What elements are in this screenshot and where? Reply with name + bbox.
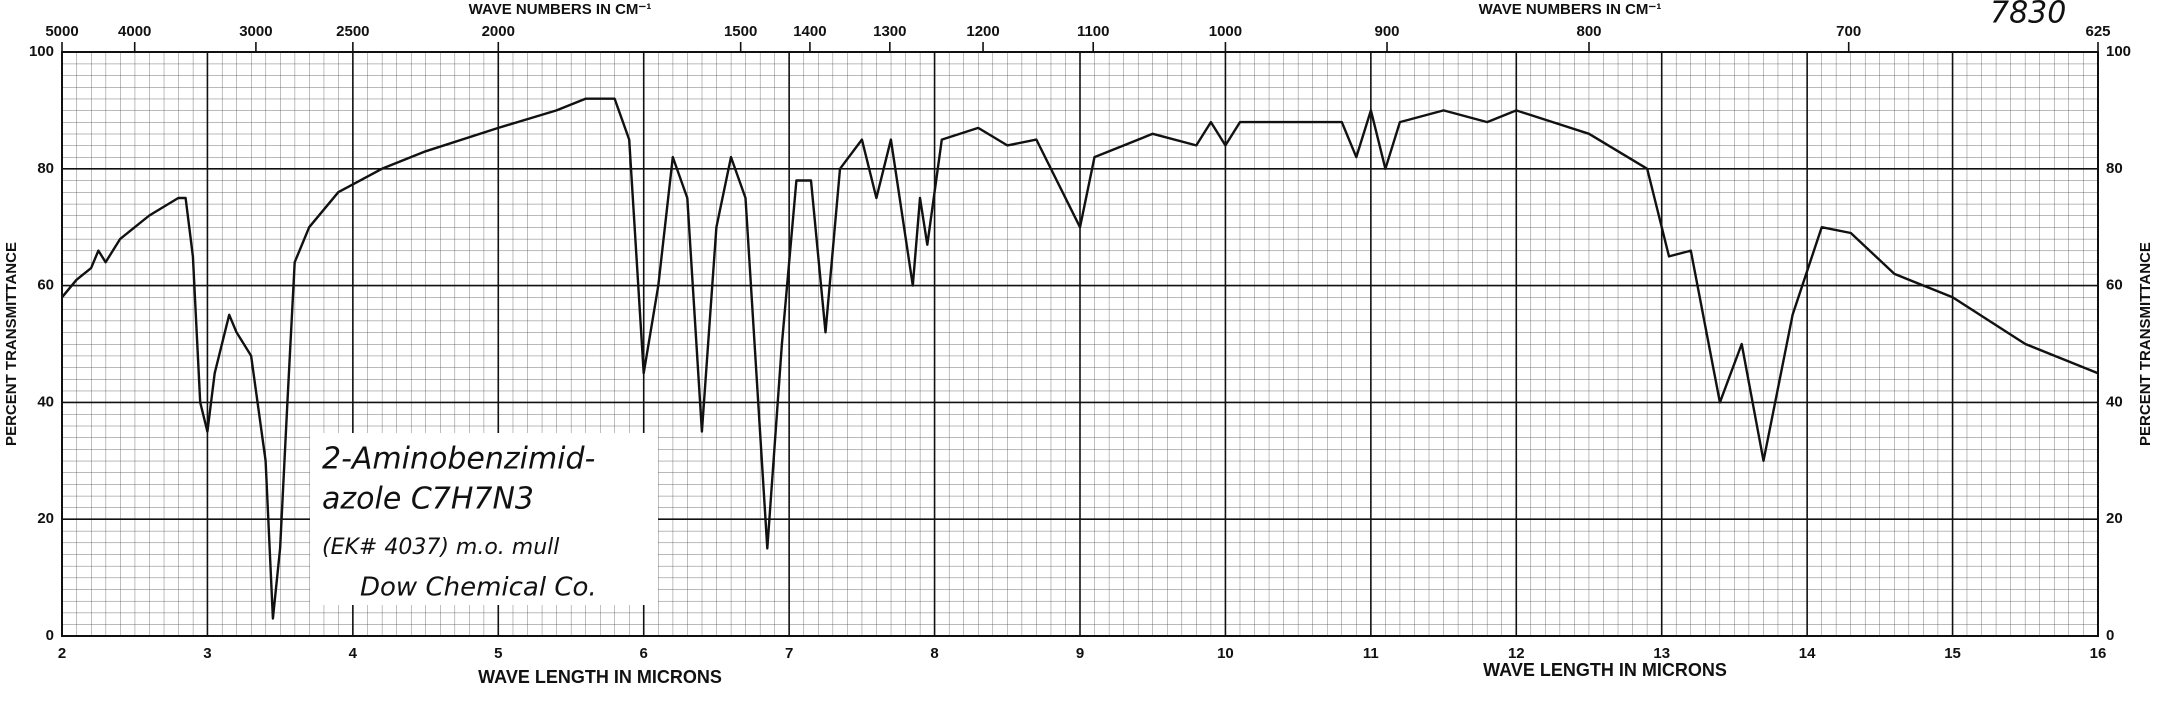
annotation: (EK# 4037) m.o. mull (322, 535, 559, 560)
y2-tick-label: 40 (2106, 393, 2123, 410)
x-tick-label: 12 (1508, 645, 1525, 662)
x2-tick-label: 1500 (724, 23, 757, 40)
x-tick-label: 15 (1944, 645, 1961, 662)
x-tick-label: 6 (640, 645, 648, 662)
x-tick-label: 11 (1363, 645, 1379, 662)
x-tick-label: 13 (1653, 645, 1670, 662)
annotation: azole C7H7N3 (322, 482, 534, 517)
y-tick-label: 40 (37, 393, 54, 410)
x2-axis-title: WAVE NUMBERS IN CM⁻¹ (469, 1, 652, 18)
x2-tick-label: 1400 (793, 23, 826, 40)
annotation: Dow Chemical Co. (360, 573, 597, 603)
x-axis-title: WAVE LENGTH IN MICRONS (478, 667, 722, 687)
y-axis-title: PERCENT TRANSMITTANCE (2137, 242, 2154, 446)
annotation: 2-Aminobenzimid- (322, 442, 595, 477)
x2-tick-label: 900 (1375, 23, 1400, 40)
x2-tick-label: 1300 (873, 23, 906, 40)
x2-tick-label: 2500 (336, 23, 369, 40)
x2-tick-label: 700 (1836, 23, 1861, 40)
y2-tick-label: 20 (2106, 510, 2123, 527)
y-tick-label: 80 (37, 160, 54, 177)
spectrum-line (61, 97, 2099, 620)
x2-tick-label: 625 (2085, 23, 2110, 40)
y-tick-label: 100 (29, 43, 54, 60)
x-tick-label: 7 (785, 645, 793, 662)
x2-tick-label: 3000 (239, 23, 272, 40)
y2-tick-label: 60 (2106, 277, 2123, 294)
x-tick-label: 4 (349, 645, 358, 662)
annotation: 7830 (1990, 0, 2066, 31)
x-axis-title: WAVE LENGTH IN MICRONS (1483, 660, 1727, 680)
y-tick-label: 20 (37, 510, 54, 527)
y2-tick-label: 100 (2106, 43, 2131, 60)
x-tick-label: 5 (494, 645, 502, 662)
x2-tick-label: 2000 (482, 23, 515, 40)
x-tick-label: 2 (58, 645, 66, 662)
y2-tick-label: 0 (2106, 627, 2114, 644)
y-axis-title: PERCENT TRANSMITTANCE (3, 242, 20, 446)
x2-tick-label: 4000 (118, 23, 151, 40)
x2-tick-label: 1000 (1209, 23, 1242, 40)
x2-tick-label: 800 (1576, 23, 1601, 40)
x2-tick-label: 1200 (966, 23, 999, 40)
x-tick-label: 8 (930, 645, 938, 662)
x2-axis-title: WAVE NUMBERS IN CM⁻¹ (1479, 1, 1662, 18)
y2-tick-label: 80 (2106, 160, 2123, 177)
x2-tick-label: 1100 (1077, 23, 1110, 40)
annotation-box (310, 433, 658, 605)
x-tick-label: 9 (1076, 645, 1084, 662)
x-tick-label: 3 (203, 645, 211, 662)
x-tick-label: 14 (1799, 645, 1816, 662)
y-tick-label: 60 (37, 277, 54, 294)
x-tick-label: 10 (1217, 645, 1234, 662)
x2-tick-label: 5000 (45, 23, 78, 40)
x-tick-label: 16 (2090, 645, 2107, 662)
y-tick-label: 0 (46, 627, 54, 644)
